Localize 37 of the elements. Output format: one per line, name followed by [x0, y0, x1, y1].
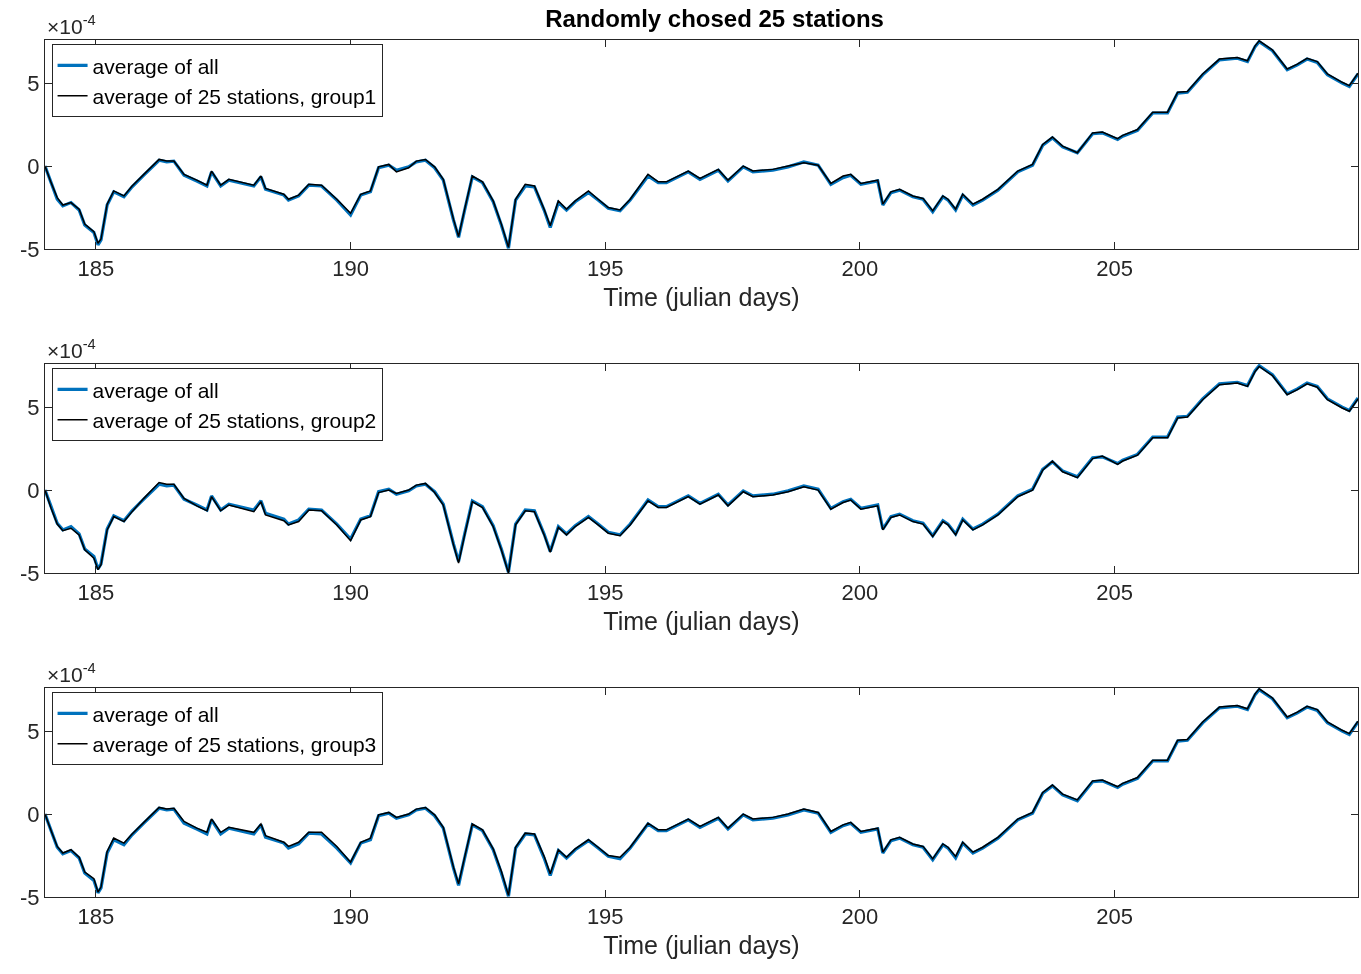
- x-tick-label: 190: [332, 580, 369, 606]
- legend-label: average of 25 stations, group3: [92, 732, 377, 756]
- y-tick-label: 5: [27, 394, 40, 420]
- x-tick-label: 195: [586, 256, 624, 282]
- x-tick-label: 195: [586, 904, 624, 930]
- y-tick-label: 0: [27, 801, 40, 827]
- y-tick-label: 5: [27, 70, 40, 96]
- text: ×10$^{-4}$: [47, 336, 96, 362]
- legend-label: average of 25 stations, group2: [92, 408, 377, 432]
- legend-label: average of all: [92, 54, 219, 78]
- legend-label: average of all: [92, 702, 219, 726]
- x-tick-label: 200: [841, 256, 879, 282]
- chart-title: Randomly chosed 25 stations: [545, 4, 884, 32]
- x-tick-label: 205: [1096, 904, 1133, 930]
- x-tick-label: 195: [586, 580, 624, 606]
- x-tick-label: 185: [77, 256, 115, 282]
- x-axis-title: Time (julian days): [603, 607, 800, 636]
- x-tick-label: 190: [332, 256, 369, 282]
- x-axis-title: Time (julian days): [603, 283, 800, 312]
- x-axis-title: Time (julian days): [603, 931, 800, 960]
- y-tick-label: 5: [27, 718, 40, 744]
- y-tick-label: -5: [20, 560, 40, 586]
- x-tick-label: 185: [77, 580, 115, 606]
- x-tick-label: 190: [332, 904, 369, 930]
- x-tick-label: 205: [1096, 256, 1133, 282]
- x-tick-label: 200: [841, 904, 879, 930]
- y-tick-label: -5: [20, 884, 40, 910]
- y-tick-label: 0: [27, 153, 40, 179]
- x-tick-label: 200: [841, 580, 879, 606]
- legend-label: average of all: [92, 378, 219, 402]
- y-tick-label: -5: [20, 236, 40, 262]
- y-tick-label: 0: [27, 477, 40, 503]
- x-tick-label: 185: [77, 904, 115, 930]
- legend-label: average of 25 stations, group1: [92, 84, 377, 108]
- text: ×10$^{-4}$: [47, 660, 96, 686]
- x-tick-label: 205: [1096, 580, 1133, 606]
- text: ×10$^{-4}$: [47, 12, 96, 38]
